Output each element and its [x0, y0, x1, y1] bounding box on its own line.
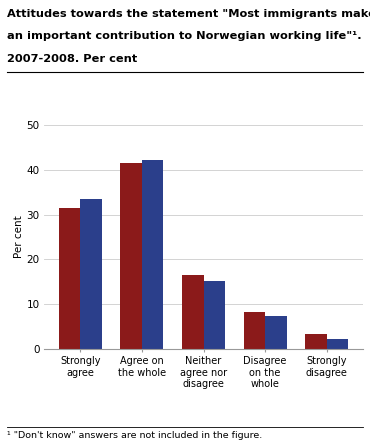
Bar	[305, 334, 327, 349]
Text: Attitudes towards the statement "Most immigrants make: Attitudes towards the statement "Most im…	[7, 9, 370, 19]
Bar	[204, 281, 225, 349]
Text: an important contribution to Norwegian working life"¹.: an important contribution to Norwegian w…	[7, 31, 362, 41]
Y-axis label: Per cent: Per cent	[14, 215, 24, 258]
Bar	[80, 199, 102, 349]
Bar	[265, 316, 287, 349]
Bar	[327, 339, 348, 349]
Bar	[142, 160, 164, 349]
Bar	[243, 312, 265, 349]
Bar	[120, 163, 142, 349]
Bar	[182, 275, 204, 349]
Bar	[59, 208, 80, 349]
Text: 2007-2008. Per cent: 2007-2008. Per cent	[7, 54, 138, 63]
Text: ¹ "Don't know" answers are not included in the figure.: ¹ "Don't know" answers are not included …	[7, 431, 263, 440]
